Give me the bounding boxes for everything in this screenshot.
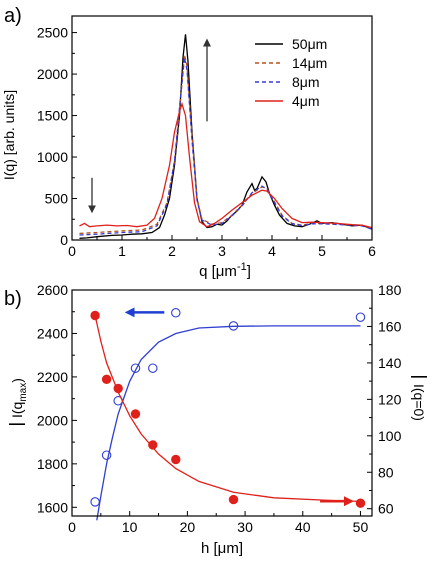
panel-b-ytick-left-label-0: 1600 (37, 499, 68, 515)
panel-b-ylabel-right: I(q=0) (411, 376, 427, 421)
panel-a-label: a) (4, 5, 22, 27)
svg-text:q [μm-1]: q [μm-1] (199, 261, 251, 280)
panel-b-ylabel-left-sub: max (18, 383, 29, 402)
panel-a-ytick-label-4: 2000 (37, 66, 68, 82)
panel-b-xtick-label-4: 40 (295, 519, 311, 535)
panel-b-ytick-right-label-6: 180 (378, 282, 402, 298)
panel-a-xtick-label-4: 4 (268, 243, 276, 259)
panel-a-ytick-label-1: 500 (45, 191, 69, 207)
panel-b: b) 0 10 20 30 40 50 1600 1800 2000 2200 2400 2600 60… (4, 282, 427, 557)
panel-a-legend-label-2: 8μm (292, 74, 320, 90)
panel-b-series-1-point-0 (90, 310, 100, 321)
panel-b-xlabel: h [μm] (201, 540, 243, 557)
panel-b-ylabel-left-bar (9, 423, 25, 425)
panel-a-xtick-label-3: 3 (218, 243, 226, 259)
panel-a-ytick-label-0: 0 (60, 232, 68, 248)
panel-b-series-0-point-1 (101, 450, 112, 460)
panel-a-xtick-label-6: 6 (368, 243, 376, 259)
panel-b-series-0-point-3 (130, 363, 141, 373)
panel-a-xtick-label-2: 2 (168, 243, 176, 259)
panel-a-xlabel: q [μm-1] (199, 261, 251, 280)
panel-b-ytick-left-label-3: 2200 (37, 369, 68, 385)
panel-a-series-line-2 (79, 57, 373, 236)
panel-b-series-1-point-6 (228, 494, 239, 505)
panel-b-ytick-left-label-4: 2400 (37, 325, 68, 341)
panel-a-legend-label-1: 14μm (292, 55, 327, 71)
panel-b-ytick-left-label-5: 2600 (37, 282, 68, 298)
panel-b-series-0-point-6 (228, 321, 239, 331)
panel-b-series-1-point-5 (171, 454, 181, 465)
panel-b-ylabel-right-bar (411, 376, 427, 378)
panel-a-legend-label-0: 50μm (292, 36, 327, 52)
panel-b-series-0-point-7 (355, 312, 366, 322)
panel-a-legend: 50μm 14μm 8μm 4μm (255, 36, 327, 109)
panel-b-series-1-point-7 (355, 498, 366, 508)
panel-b-ticks: 0 10 20 30 40 50 1600 1800 2000 2200 2400 2600 60 80 1… (37, 282, 402, 535)
panel-b-plot-area (90, 307, 366, 521)
panel-b-ytick-left-label-1: 1800 (37, 456, 68, 472)
panel-a-xlabel-close: ] (247, 263, 251, 280)
panel-b-fit-curve-1 (94, 315, 361, 503)
panel-b-series-0-point-0 (90, 497, 100, 507)
panel-b-series-0-point-4 (148, 363, 158, 373)
panel-b-ytick-right-label-1: 80 (378, 464, 394, 480)
panel-b-ylabel-right-text: I(q=0) (411, 384, 427, 421)
panel-a-ytick-label-5: 2500 (37, 25, 68, 41)
panel-b-ylabel-left-main: I(q (9, 402, 25, 418)
panel-a-xlabel-main: q [μm (199, 263, 237, 280)
panel-a-series-line-3 (79, 101, 373, 229)
panel-b-ytick-left-label-2: 2000 (37, 412, 68, 428)
panel-b-label: b) (4, 288, 22, 310)
panel-b-xtick-label-0: 0 (68, 519, 76, 535)
panel-b-ylabel-left-close: ) (9, 378, 25, 383)
panel-a-xtick-label-0: 0 (68, 243, 76, 259)
panel-b-ylabel-left: I(qmax) (9, 378, 29, 425)
panel-b-fit-curve-0 (96, 325, 361, 521)
panel-b-ytick-right-label-2: 100 (378, 428, 402, 444)
panel-b-frame (71, 289, 373, 517)
panel-a-legend-label-3: 4μm (292, 93, 320, 109)
panel-b-ytick-right-label-3: 120 (378, 391, 402, 407)
panel-a-plot-area (79, 34, 373, 239)
panel-b-xtick-label-3: 30 (237, 519, 253, 535)
panel-b-xtick-label-2: 20 (180, 519, 196, 535)
panel-b-series-1-point-2 (113, 383, 123, 394)
panel-a-series-line-0 (79, 34, 373, 239)
panel-b-ytick-right-label-4: 140 (378, 355, 402, 371)
panel-b-xtick-label-1: 10 (122, 519, 138, 535)
panel-b-series-0-point-5 (171, 308, 181, 318)
panel-b-xtick-label-5: 50 (353, 519, 369, 535)
panel-b-ytick-right-label-0: 60 (378, 501, 394, 517)
panel-b-series-1-point-1 (101, 374, 112, 384)
panel-a-xlabel-sup: -1 (237, 261, 247, 273)
panel-a-ticks: 0 1 2 3 4 5 6 0 500 1000 1500 2000 2500 (37, 25, 376, 259)
panel-a-xtick-label-5: 5 (318, 243, 326, 259)
panel-a-ytick-label-2: 1000 (37, 149, 68, 165)
panel-b-series-1-point-3 (130, 409, 141, 419)
panel-b-series-1-point-4 (148, 440, 158, 450)
panel-a-ylabel: I(q) [arb. units] (1, 90, 17, 180)
panel-b-ytick-right-label-5: 160 (378, 318, 402, 334)
panel-a-xtick-label-1: 1 (118, 243, 126, 259)
svg-text:I(qmax): I(qmax) (9, 378, 29, 418)
panel-a-ytick-label-3: 1500 (37, 108, 68, 124)
panel-a-series-line-1 (79, 54, 373, 235)
